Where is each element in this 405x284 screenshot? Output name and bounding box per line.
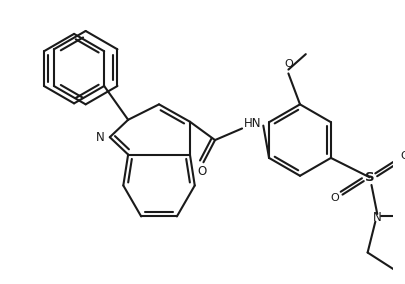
Text: N: N: [372, 211, 381, 224]
Text: O: O: [330, 193, 338, 203]
Text: HN: HN: [243, 117, 261, 130]
Text: O: O: [284, 59, 292, 69]
Text: O: O: [196, 165, 206, 178]
Text: N: N: [96, 131, 104, 144]
Text: S: S: [364, 171, 373, 184]
Text: O: O: [399, 151, 405, 161]
